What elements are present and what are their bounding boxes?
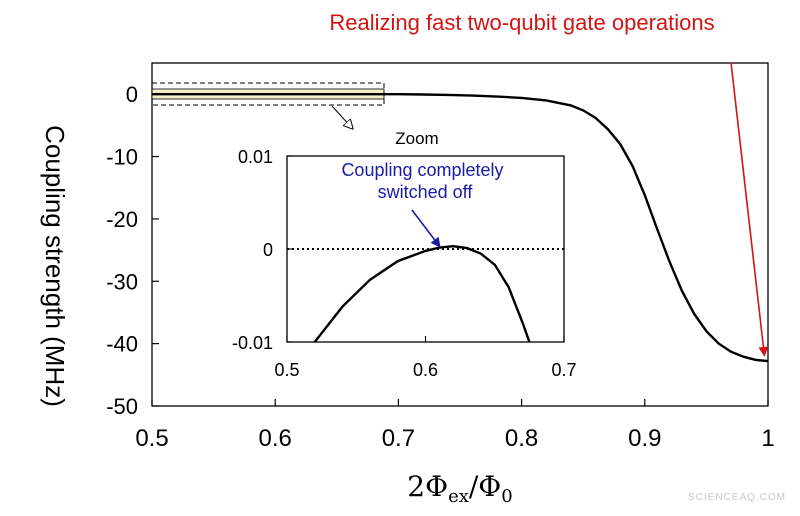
- x-axis-label-mid: /Φ: [469, 470, 501, 503]
- x-axis-label-sub2: 0: [501, 486, 512, 507]
- inset-x-tick-label: 0.7: [551, 360, 576, 380]
- y-tick-label: -40: [106, 332, 138, 357]
- zoom-connector-arrow: [331, 105, 352, 128]
- switched-off-annotation-line1: Coupling completely: [341, 160, 503, 180]
- watermark: SCIENCEAQ.COM: [687, 492, 786, 503]
- x-axis-label: 2Φex/Φ0: [407, 470, 512, 507]
- x-tick-label: 0.8: [505, 425, 538, 452]
- inset-x-tick-label: 0.6: [413, 360, 438, 380]
- x-tick-label: 1: [761, 425, 774, 452]
- y-tick-label: -10: [106, 145, 138, 170]
- inset-series-line: [313, 244, 531, 343]
- gate-operations-arrow: [730, 62, 769, 357]
- x-tick-label: 0.6: [259, 425, 292, 452]
- y-tick-label: -20: [106, 207, 138, 232]
- main-series-line: [152, 93, 769, 363]
- x-tick-label: 0.7: [382, 425, 415, 452]
- x-tick-label: 0.5: [135, 425, 168, 452]
- y-tick-label: 0: [126, 82, 138, 107]
- switched-off-annotation: Coupling completely switched off: [341, 160, 508, 202]
- inset-y-tick-label: 0: [263, 240, 273, 260]
- switched-off-annotation-line2: switched off: [378, 182, 474, 202]
- inset-x-tick-label: 0.5: [274, 360, 299, 380]
- y-tick-label: -50: [106, 394, 138, 419]
- y-axis-label: Coupling strength (MHz): [40, 125, 70, 407]
- switched-off-arrow: [411, 209, 441, 248]
- x-axis-label-base: 2Φ: [407, 470, 448, 503]
- gate-operations-annotation: Realizing fast two-qubit gate operations: [329, 10, 714, 35]
- x-axis-label-sub1: ex: [448, 486, 469, 507]
- x-tick-label: 0.9: [628, 425, 661, 452]
- y-tick-label: -30: [106, 269, 138, 294]
- main-plot-frame: [151, 62, 769, 407]
- inset-title: Zoom: [395, 129, 438, 148]
- inset-y-tick-label: 0.01: [238, 147, 273, 167]
- inset-y-tick-label: -0.01: [232, 333, 273, 353]
